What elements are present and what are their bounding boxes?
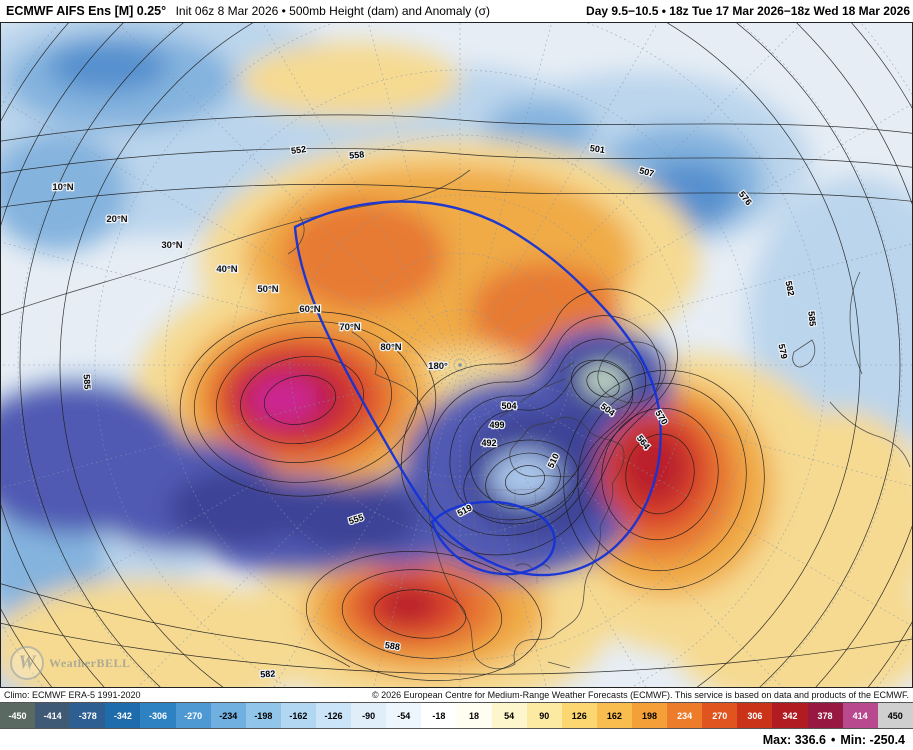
colorbar-cell: -198 (245, 703, 281, 728)
contour-value-label: 582 (260, 668, 276, 679)
contour-value-label: 552 (290, 144, 306, 156)
latitude-label: 20°N (106, 214, 127, 225)
latitude-label: 70°N (339, 322, 360, 333)
colorbar-cell: -450 (0, 703, 36, 728)
weather-map-svg: 552 558 5015075765825855795855705645555195… (0, 22, 913, 688)
contour-value-label: 507 (638, 165, 655, 178)
contour-value-label: 558 (349, 149, 365, 160)
colorbar-cell: 306 (737, 703, 773, 728)
latitude-label: 40°N (216, 264, 237, 275)
contour-value-label: 585 (806, 311, 818, 327)
max-stat: Max: 336.6 (763, 733, 826, 747)
colorbar-cell: -270 (175, 703, 211, 728)
contour-value-label: 504 (501, 401, 516, 411)
colorbar-cell: 450 (877, 703, 913, 728)
colorbar-cell: 414 (842, 703, 878, 728)
min-value: -250.4 (869, 733, 905, 747)
colorbar-cell: -54 (386, 703, 422, 728)
stats-bar: Max: 336.6 • Min: -250.4 (0, 729, 913, 750)
valid-time-label: Day 9.5−10.5 • 18z Tue 17 Mar 2026−18z W… (586, 4, 910, 18)
weatherbell-logo-icon: W (10, 646, 44, 680)
colorbar-cell: 342 (772, 703, 808, 728)
contour-value-label: 585 (81, 374, 92, 390)
climo-note: Climo: ECMWF ERA-5 1991-2020 (4, 690, 141, 700)
max-label: Max: (762, 733, 792, 747)
contour-value-label: 582 (783, 280, 796, 297)
colorbar-cell: 198 (631, 703, 668, 728)
weatherbell-logo-text: WeatherBELL (49, 655, 131, 670)
colorbar-cell: 162 (596, 703, 632, 728)
min-label: Min: (840, 733, 867, 747)
colorbar-cell: -126 (315, 703, 352, 728)
latitude-label: 30°N (161, 240, 182, 251)
colorbar-cell: -162 (280, 703, 316, 728)
graticule (0, 22, 913, 688)
colorbar-legend: -450 -414 -378 -342 -306 -270 -234 -198 -162 -126… (0, 702, 913, 729)
contour-value-label: 499 (489, 420, 504, 430)
title-bar: ECMWF AIFS Ens [M] 0.25° Init 06z 8 Mar … (0, 0, 913, 22)
colorbar-cell: -90 (351, 703, 387, 728)
colorbar-cell: 126 (561, 703, 597, 728)
colorbar-cell: -234 (210, 703, 246, 728)
colorbar-cell: 90 (526, 703, 562, 728)
chart-title: ECMWF AIFS Ens [M] 0.25° Init 06z 8 Mar … (6, 2, 490, 20)
min-stat: Min: -250.4 (840, 733, 905, 747)
attribution-bar: Climo: ECMWF ERA-5 1991-2020 © 2026 Euro… (0, 688, 913, 702)
height-contours (0, 22, 913, 688)
contour-value-label: 501 (589, 143, 605, 155)
stats-separator: • (830, 733, 836, 747)
colorbar-cell: 18 (456, 703, 492, 728)
map-canvas: 552 558 501 507 576 582 585 579 585 570 564 555 519 5… (0, 22, 913, 688)
max-value: 336.6 (794, 733, 826, 747)
colorbar-cell: 54 (491, 703, 527, 728)
latitude-label: 10°N (52, 182, 73, 193)
latitude-label: 50°N (257, 284, 278, 295)
contour-value-label: 579 (776, 343, 789, 360)
weatherbell-logo: W WeatherBELL (10, 646, 131, 680)
contour-value-label: 492 (481, 438, 496, 448)
colorbar-cell: 234 (667, 703, 703, 728)
longitude-label: 180° (428, 361, 448, 372)
colorbar-cell: -18 (421, 703, 457, 728)
latitude-label: 60°N (299, 304, 320, 315)
colorbar-cell: -306 (140, 703, 176, 728)
copyright-note: © 2026 European Centre for Medium-Range … (371, 690, 909, 700)
blue-highlight-contour (293, 200, 662, 577)
colorbar-cell: -342 (105, 703, 141, 728)
init-and-field-label: Init 06z 8 Mar 2026 • 500mb Height (dam)… (175, 4, 490, 18)
colorbar-cell: -414 (35, 703, 71, 728)
model-name: ECMWF AIFS Ens [M] 0.25° (6, 4, 167, 18)
latitude-label: 80°N (380, 342, 401, 353)
colorbar-cell: 378 (807, 703, 843, 728)
contour-value-label: 588 (384, 640, 400, 652)
colorbar-cell: -378 (70, 703, 106, 728)
colorbar-cell: 270 (702, 703, 738, 728)
